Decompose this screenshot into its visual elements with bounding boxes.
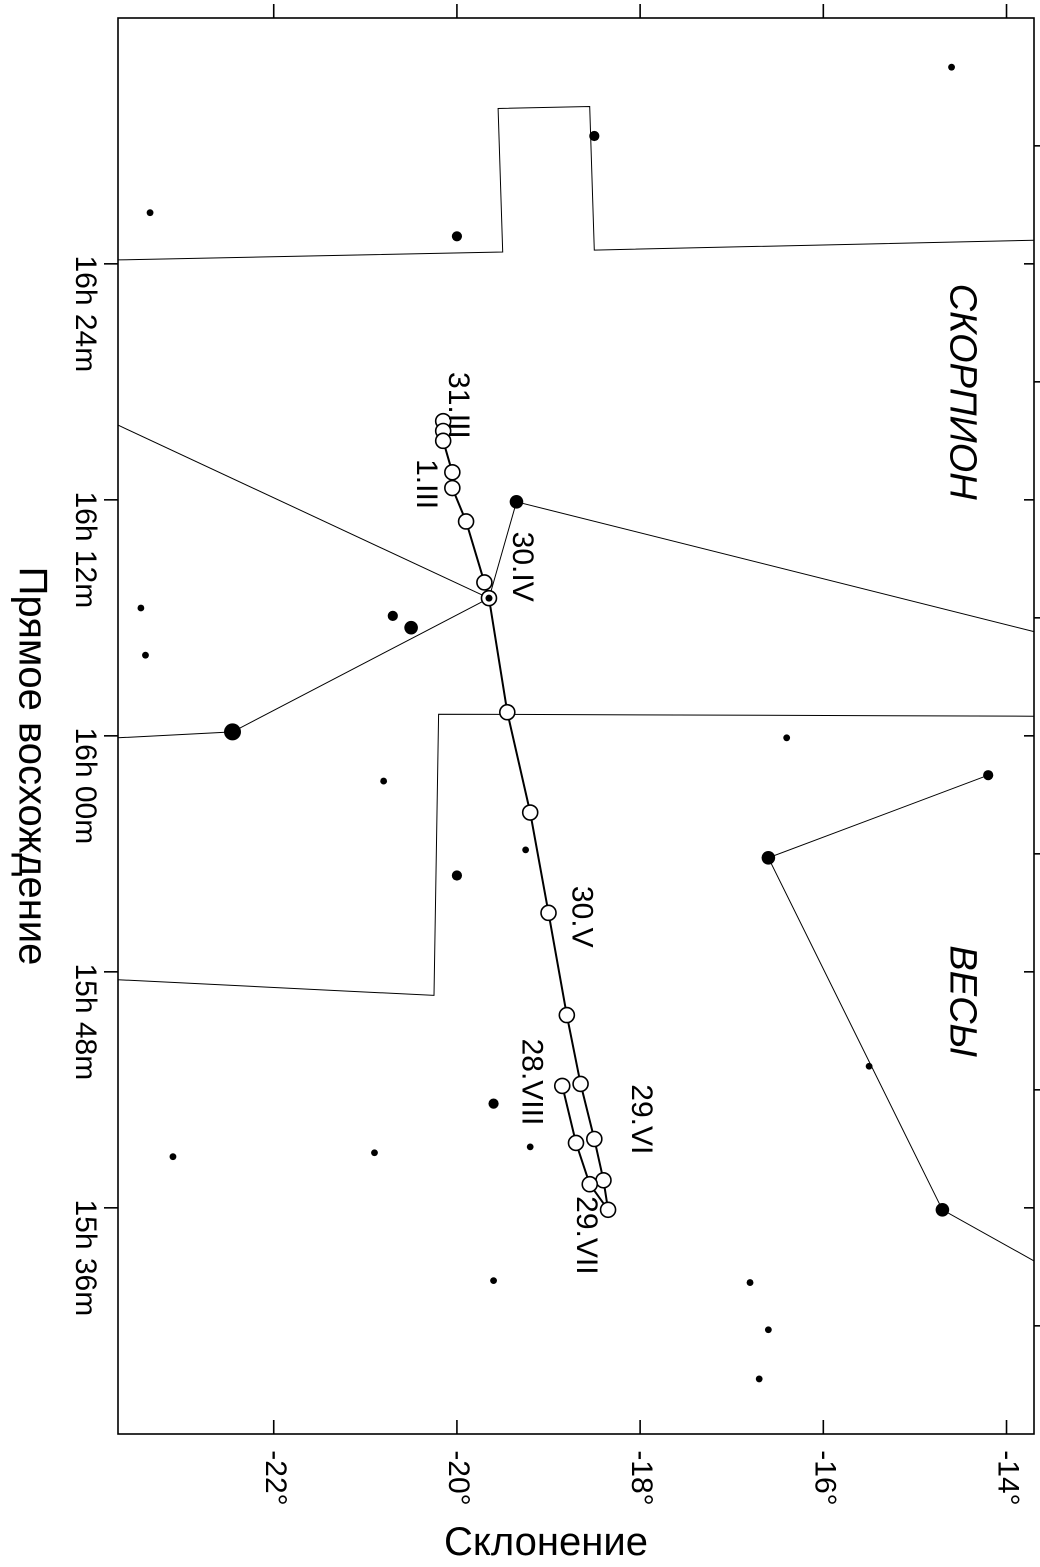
track-point-3 (434, 432, 452, 450)
x-tick-label-1: -22° (259, 1450, 292, 1505)
y-tick-label-4: 16h 12m (69, 491, 102, 608)
track-point-12 (558, 1006, 576, 1024)
star-4 (451, 231, 463, 242)
star-10 (224, 723, 241, 741)
track-point-15 (595, 1172, 612, 1189)
star-7 (142, 651, 149, 659)
boundary-line-5 (117, 713, 1035, 996)
track-point-11 (540, 904, 557, 922)
constellation-boundaries (117, 105, 1035, 1262)
star-16 (451, 870, 463, 881)
star-22 (935, 1203, 950, 1217)
star-12 (983, 770, 994, 781)
star-18 (488, 1098, 499, 1109)
x-tick-label-2: -20° (442, 1450, 475, 1505)
axis-ticks (104, 4, 1040, 1434)
star-field (137, 63, 994, 1383)
axis-tick-labels: -22° -20° -18° -16° -14° 15h 36m 15h 48m 16h 00… (69, 255, 1025, 1505)
plot-frame (117, 17, 1035, 1435)
y-tick-label-5: 16h 24m (69, 255, 102, 372)
track-point-6 (457, 513, 475, 530)
boundary-line-6 (767, 774, 1035, 1262)
y-tick-label-3: 16h 00m (69, 727, 102, 844)
star-3 (146, 209, 154, 217)
date-label-3: 30.IV (506, 532, 539, 602)
y-tick-label-2: 15h 48m (69, 963, 102, 1080)
track-point-7 (476, 574, 493, 591)
date-label-1: 31.III (442, 372, 475, 439)
y-axis-title: Прямое восхождение (10, 567, 54, 966)
boundary-line-3 (117, 597, 490, 739)
boundary-line-1 (117, 105, 1035, 261)
track-point-star-center (485, 594, 493, 602)
date-labels: 31.III 1.III 30.IV 30.V 28.VIII 29.VI 29.VII (410, 372, 658, 1274)
boundary-line-2 (117, 424, 490, 599)
boundary-line-4 (488, 501, 1035, 633)
track-point-19 (553, 1077, 571, 1095)
date-label-6: 29.VI (625, 1084, 658, 1154)
track-point-4 (444, 463, 461, 481)
star-15 (761, 850, 776, 865)
track-point-10 (521, 804, 539, 821)
star-5 (509, 495, 524, 509)
constellation-label-1: СКОРПИОН (942, 284, 984, 501)
star-17 (865, 1062, 873, 1070)
date-label-5: 28.VIII (515, 1039, 548, 1126)
track-point-16 (599, 1201, 617, 1219)
star-13 (380, 777, 388, 785)
track-point-14 (586, 1130, 603, 1148)
constellation-label-2: ВЕСЫ (942, 945, 984, 1057)
x-tick-label-5: -14° (992, 1450, 1025, 1505)
x-tick-label-3: -18° (625, 1450, 658, 1505)
track-point-17 (581, 1175, 599, 1193)
x-tick-label-4: -16° (808, 1450, 841, 1505)
track-point-13 (572, 1075, 589, 1093)
star-9 (404, 620, 418, 635)
star-24 (490, 1277, 497, 1284)
star-19 (169, 1153, 177, 1161)
star-20 (371, 1149, 378, 1157)
star-8 (387, 610, 398, 621)
track-point-18 (567, 1134, 585, 1152)
date-label-7: 29.VII (570, 1196, 603, 1274)
y-tick-label-1: 15h 36m (69, 1199, 102, 1316)
star-23 (746, 1279, 754, 1286)
x-axis-title: Склонение (444, 1520, 648, 1564)
date-label-4: 30.V (566, 886, 599, 948)
track-point-5 (444, 479, 461, 497)
date-label-2: 1.III (410, 459, 443, 509)
star-14 (522, 846, 530, 854)
star-6 (137, 604, 145, 612)
track-point-9 (498, 703, 516, 721)
star-21 (526, 1143, 534, 1151)
star-1 (948, 63, 955, 71)
star-2 (589, 130, 600, 142)
star-25 (764, 1326, 772, 1334)
constellation-labels: СКОРПИОН ВЕСЫ (942, 284, 984, 1058)
star-26 (755, 1375, 763, 1383)
planet-track-points (434, 412, 617, 1219)
star-11 (783, 734, 791, 742)
